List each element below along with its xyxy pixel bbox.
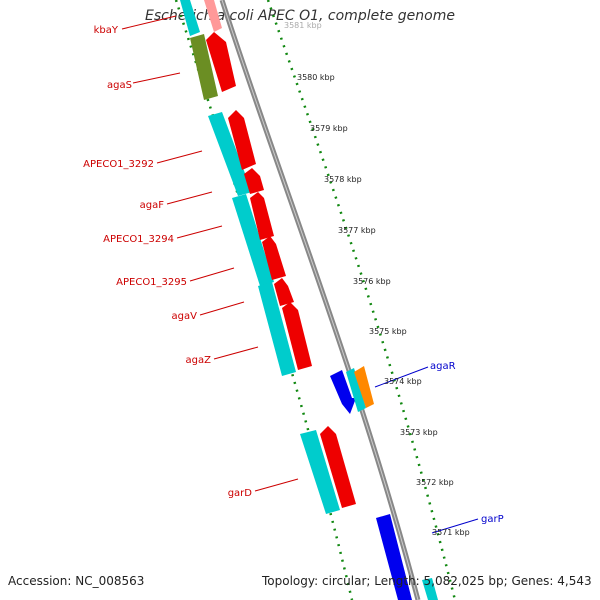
scale-label: 3579 kbp	[310, 124, 348, 133]
scale-label: 3571 kbp	[432, 528, 470, 537]
gene-labels: kbaY agaS APECO1_3292 agaF APECO1_3294 A…	[83, 25, 503, 525]
gene-red-garD	[320, 426, 356, 508]
gene-cyan-agaR	[346, 368, 366, 412]
scale-label: 3581 kbp	[284, 21, 322, 30]
genome-backbone	[219, 0, 421, 600]
accession-text: Accession: NC_008563	[8, 574, 145, 588]
gene-label: agaZ	[186, 355, 212, 366]
gene-orange-agaR	[354, 366, 374, 408]
gene-label: APECO1_3292	[83, 159, 154, 170]
gene-label: kbaY	[94, 25, 119, 36]
gene-cyan-3	[258, 282, 296, 376]
gene-agaS-red	[206, 32, 236, 92]
gene-red-6	[282, 302, 312, 370]
gene-blocks	[180, 0, 438, 600]
scale-label: 3575 kbp	[369, 327, 407, 336]
gene-kbaY-cyan	[180, 0, 200, 36]
topology-text: Topology: circular; Length: 5,082,025 bp…	[262, 574, 592, 588]
gene-label: agaF	[140, 200, 165, 211]
gene-label: agaS	[107, 80, 132, 91]
scale-label: 3576 kbp	[353, 277, 391, 286]
right-dotted-ring	[266, 0, 457, 600]
scale-label: 3580 kbp	[297, 73, 335, 82]
gene-label: APECO1_3294	[103, 234, 174, 245]
gene-label: garP	[481, 514, 504, 525]
scale-labels: 3581 kbp 3580 kbp 3579 kbp 3578 kbp 3577…	[284, 21, 470, 537]
gene-blue-agaR	[330, 370, 356, 414]
scale-label: 3573 kbp	[400, 428, 438, 437]
label-leaders	[121, 15, 299, 492]
scale-label: 3577 kbp	[338, 226, 376, 235]
map-title: Escherichia coli APEC O1, complete genom…	[145, 8, 455, 24]
gene-label: APECO1_3295	[116, 277, 187, 288]
gene-red-5	[274, 278, 294, 306]
gene-red-3	[250, 192, 274, 240]
scale-label: 3574 kbp	[384, 377, 422, 386]
gene-cyan-1	[208, 112, 252, 196]
gene-cyan-2	[232, 194, 274, 286]
gene-label: garD	[228, 488, 253, 499]
gene-label: agaR	[430, 361, 456, 372]
gene-cyan-garP	[422, 578, 438, 600]
gene-cyan-garD	[300, 430, 340, 514]
gene-blue-garP	[376, 514, 412, 600]
gene-red-2	[244, 168, 264, 194]
gene-agaS	[190, 34, 218, 100]
gene-red-1	[228, 110, 256, 170]
gene-label: agaV	[172, 311, 198, 322]
gene-kbaY-red	[204, 0, 222, 32]
scale-label: 3572 kbp	[416, 478, 454, 487]
gene-red-4	[262, 236, 286, 280]
scale-label: 3578 kbp	[324, 175, 362, 184]
label-leaders-blue	[374, 366, 479, 534]
